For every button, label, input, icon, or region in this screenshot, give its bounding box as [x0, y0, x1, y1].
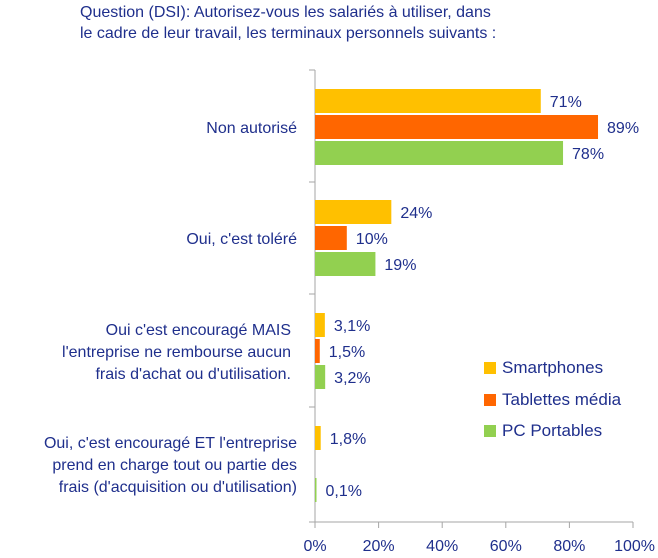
- chart-data-labels: 71% 89%78% 24% 10% 19% 3,1% 1,5% 3,2% 1,8% 0,1%: [326, 94, 640, 500]
- chart-title-line: le cadre de leur travail, les terminaux …: [80, 25, 496, 42]
- category-label: Oui, c'est toléré: [186, 231, 297, 248]
- bar-tablettes-média: [315, 226, 347, 250]
- data-label: 24%: [400, 205, 432, 222]
- data-label: 89%: [607, 120, 639, 137]
- data-label: 3,1%: [334, 318, 370, 335]
- data-label: 3,2%: [334, 370, 370, 387]
- bar-tablettes-média: [315, 115, 599, 139]
- data-label: 78%: [572, 146, 604, 163]
- data-label: 10%: [356, 231, 388, 248]
- x-tick-labels: 0% 20% 40% 60% 80% 100%: [303, 538, 655, 555]
- category-label: Oui, c'est encouragé ET l'entreprise: [44, 435, 297, 452]
- legend-swatch: [484, 362, 496, 374]
- bar-pc-portables: [315, 365, 326, 389]
- x-tick-label: 0%: [303, 538, 326, 555]
- bar-pc-portables: [315, 141, 564, 165]
- category-labels: Non autorisé Oui, c'est toléré Oui c'est e…: [44, 120, 297, 496]
- chart-legend: Smartphones Tablettes média PC Portables: [484, 358, 622, 440]
- chart-title-line: Question (DSI): Autorisez-vous les salar…: [80, 4, 491, 21]
- x-tick-label: 60%: [490, 538, 522, 555]
- bar-pc-portables: [315, 478, 317, 502]
- bar-tablettes-média: [315, 339, 320, 363]
- data-label: 19%: [384, 257, 416, 274]
- data-label: 0,1%: [326, 483, 362, 500]
- data-label: 1,8%: [330, 431, 366, 448]
- category-label: prend en charge tout ou partie des: [52, 457, 297, 474]
- x-tick-label: 40%: [426, 538, 458, 555]
- bar-pc-portables: [315, 252, 376, 276]
- data-label: 71%: [550, 94, 582, 111]
- data-label: 1,5%: [329, 344, 365, 361]
- category-label: Non autorisé: [206, 120, 297, 137]
- bar-smartphones: [315, 200, 392, 224]
- legend-label: PC Portables: [502, 421, 602, 440]
- x-tick-label: 100%: [614, 538, 655, 555]
- bar-smartphones: [315, 313, 325, 337]
- category-label: Oui c'est encouragé MAIS: [106, 322, 291, 339]
- chart-bars: [315, 89, 599, 502]
- category-label: frais (d'acquisition ou d'utilisation): [59, 479, 297, 496]
- category-label: frais d'achat ou d'utilisation.: [95, 366, 291, 383]
- legend-label: Tablettes média: [502, 390, 622, 409]
- chart-title: Question (DSI): Autorisez-vous les salar…: [80, 4, 496, 42]
- legend-label: Smartphones: [502, 358, 603, 377]
- x-tick-label: 80%: [553, 538, 585, 555]
- category-label: l'entreprise ne rembourse aucun: [62, 344, 291, 361]
- bar-smartphones: [315, 426, 321, 450]
- x-tick-label: 20%: [363, 538, 395, 555]
- legend-swatch: [484, 394, 496, 406]
- bar-smartphones: [315, 89, 541, 113]
- legend-swatch: [484, 425, 496, 437]
